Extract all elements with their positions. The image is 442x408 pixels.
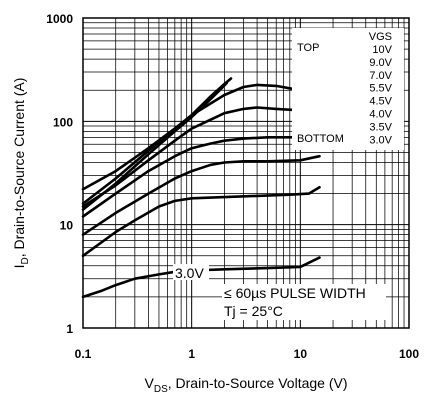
y-axis-label: ID, Drain-to-Source Current (A) xyxy=(11,78,31,269)
x-axis-label: VDS, Drain-to-Source Voltage (V) xyxy=(145,375,348,395)
curve-label-background xyxy=(173,264,209,280)
legend-entry: 3.5V xyxy=(369,121,392,133)
y-tick-labels: 1 10 100 1000 xyxy=(46,12,73,336)
series-9-0v xyxy=(81,81,228,211)
legend-entry: 4.5V xyxy=(369,96,392,108)
legend-entry: 4.0V xyxy=(369,109,392,121)
legend-header: VGS xyxy=(369,31,392,43)
x-tick-label: 1 xyxy=(188,347,195,361)
legend-background xyxy=(292,28,404,150)
x-tick-label: 10 xyxy=(294,347,308,361)
legend: VGS TOP BOTTOM 10V9.0V7.0V5.5V4.5V4.0V3.… xyxy=(292,28,404,150)
legend-entry: 7.0V xyxy=(369,70,392,82)
series-5-5v xyxy=(81,106,302,208)
legend-entry: 3.0V xyxy=(369,134,392,146)
series-4-5v xyxy=(81,136,302,218)
y-tick-label: 100 xyxy=(53,115,73,129)
curves xyxy=(81,77,321,299)
annotation-background xyxy=(222,284,386,320)
legend-entry: 10V xyxy=(372,44,392,56)
y-tick-label: 10 xyxy=(60,219,74,233)
series-4-0v xyxy=(81,154,321,236)
x-tick-label: 0.1 xyxy=(75,347,92,361)
legend-top-label: TOP xyxy=(297,42,319,54)
legend-bottom-label: BOTTOM xyxy=(297,133,344,145)
series-3-5v xyxy=(81,186,321,258)
tj-annotation: Tj = 25°C xyxy=(224,303,283,319)
pulse-width-annotation: ≤ 60µs PULSE WIDTH xyxy=(224,285,366,301)
legend-entry: 9.0V xyxy=(369,57,392,69)
legend-entry: 5.5V xyxy=(369,83,392,95)
series-7-0v xyxy=(81,83,302,191)
curve-label-3v: 3.0V xyxy=(175,265,204,281)
x-tick-labels: 0.1 1 10 100 xyxy=(75,347,420,361)
plot-frame xyxy=(82,17,410,329)
x-tick-label: 100 xyxy=(399,347,419,361)
y-tick-label: 1000 xyxy=(46,12,73,26)
y-tick-label: 1 xyxy=(66,322,73,336)
